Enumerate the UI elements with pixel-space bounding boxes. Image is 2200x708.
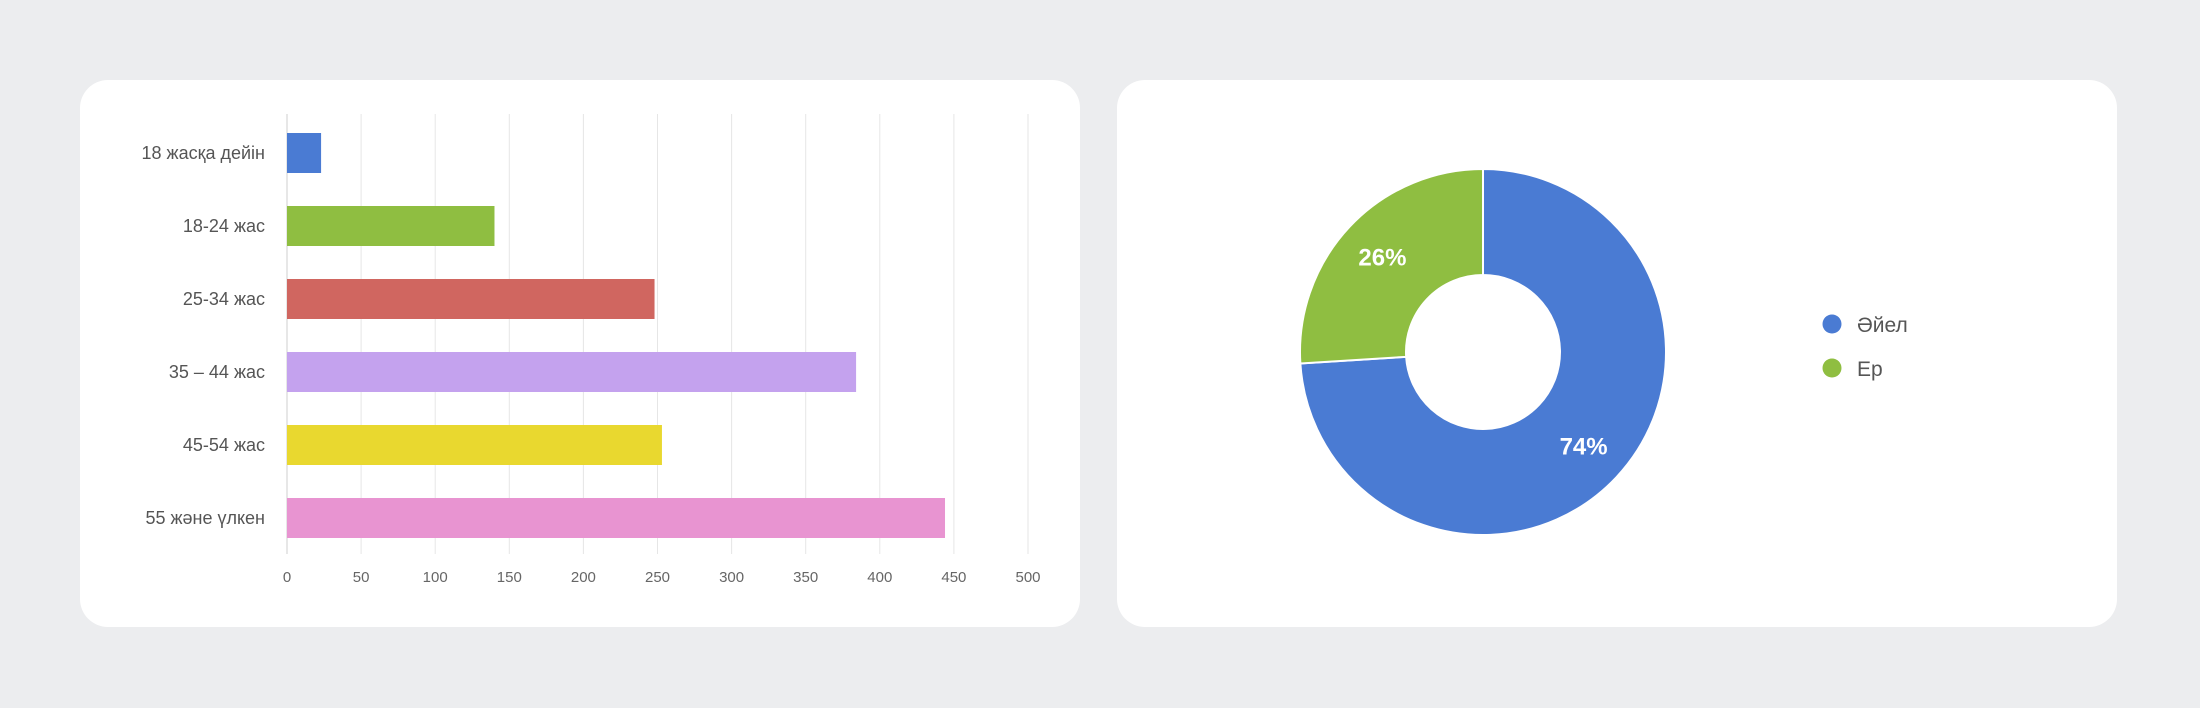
donut-slice[interactable]	[1299, 167, 1667, 536]
category-label: 18-24 жас	[183, 216, 265, 236]
category-label: 18 жасқа дейін	[142, 143, 265, 163]
x-tick-label: 200	[571, 569, 596, 586]
x-tick-label: 250	[645, 569, 670, 586]
category-label: 55 және үлкен	[145, 508, 265, 528]
x-tick-label: 100	[423, 569, 448, 586]
bar[interactable]	[287, 425, 662, 465]
age-bar-chart: 0 50 100 150 200 250 300 350 400 450 500 18 жасқа д…	[142, 114, 1041, 586]
legend-label[interactable]: Әйел	[1857, 314, 1908, 337]
x-tick-label: 400	[867, 569, 892, 586]
x-tick-label: 0	[283, 569, 291, 586]
donut-slice[interactable]	[1299, 167, 1484, 365]
bar[interactable]	[287, 133, 322, 173]
x-tick-label: 350	[793, 569, 818, 586]
bar[interactable]	[287, 206, 495, 246]
category-label: 35 – 44 жас	[169, 362, 265, 382]
legend-swatch	[1822, 314, 1842, 334]
bar-chart-card: 0 50 100 150 200 250 300 350 400 450 500 18 жасқа д…	[80, 80, 1080, 627]
category-label: 45-54 жас	[183, 435, 265, 455]
legend-label[interactable]: Ер	[1857, 358, 1883, 381]
gender-donut-chart: 74% 26% Әйел Ер	[1299, 167, 1908, 536]
legend: Әйел Ер	[1822, 314, 1908, 381]
slice-percent-label: 26%	[1358, 245, 1406, 272]
category-label: 25-34 жас	[183, 289, 265, 309]
x-tick-label: 450	[941, 569, 966, 586]
grid-lines	[286, 114, 1029, 554]
donut-chart-card: 74% 26% Әйел Ер	[1117, 80, 2117, 627]
x-tick-label: 500	[1015, 569, 1040, 586]
bar[interactable]	[287, 498, 946, 538]
x-tick-label: 50	[353, 569, 370, 586]
slice-percent-label: 74%	[1560, 433, 1608, 460]
x-tick-label: 150	[497, 569, 522, 586]
bar[interactable]	[287, 279, 655, 319]
x-tick-label: 300	[719, 569, 744, 586]
bar[interactable]	[287, 352, 857, 392]
legend-swatch	[1822, 358, 1842, 378]
